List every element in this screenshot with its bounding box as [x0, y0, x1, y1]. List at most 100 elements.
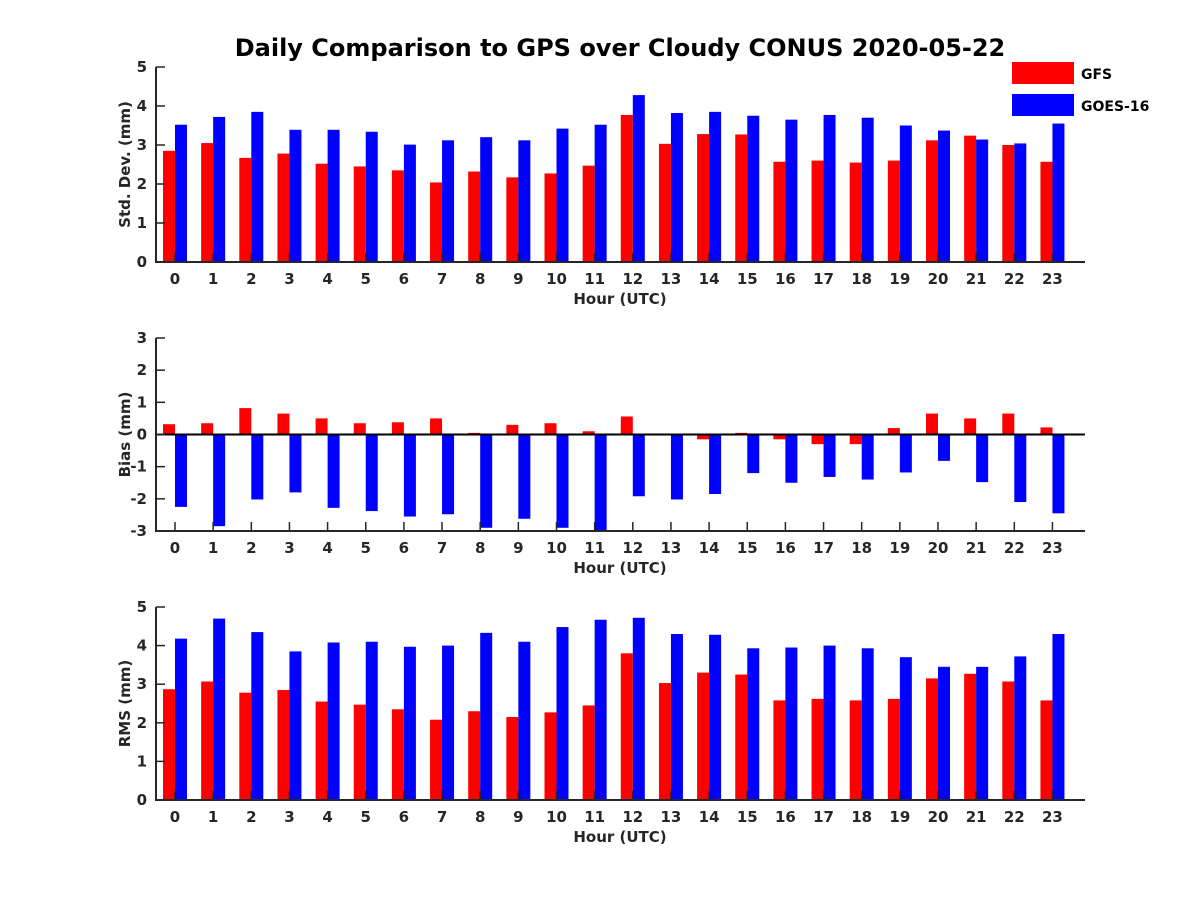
x-tick-label: 21 — [966, 539, 987, 557]
y-axis-label: Bias (mm) — [116, 392, 134, 478]
bar-goes-16-hour-16 — [785, 647, 798, 800]
x-tick-label: 16 — [775, 270, 796, 288]
bar-gfs-hour-13 — [658, 683, 671, 800]
y-tick-label: 5 — [137, 598, 147, 616]
x-tick-label: 17 — [813, 539, 834, 557]
x-tick-label: 11 — [584, 270, 605, 288]
x-tick-label: 4 — [322, 270, 332, 288]
bar-goes-16-hour-20 — [938, 130, 950, 262]
x-tick-label: 12 — [622, 270, 643, 288]
x-tick-label: 23 — [1042, 808, 1063, 826]
bar-gfs-hour-2 — [239, 408, 252, 435]
bar-gfs-hour-20 — [926, 140, 938, 262]
bar-goes-16-hour-15 — [747, 115, 760, 262]
bar-goes-16-hour-4 — [327, 642, 340, 800]
x-tick-label: 4 — [322, 539, 332, 557]
bar-gfs-hour-12 — [620, 114, 633, 262]
bar-gfs-hour-16 — [773, 700, 786, 800]
x-tick-label: 2 — [246, 808, 256, 826]
y-tick-label: -1 — [130, 458, 147, 476]
bar-gfs-hour-11 — [582, 705, 595, 800]
bar-goes-16-hour-0 — [175, 434, 187, 507]
x-tick-label: 21 — [966, 808, 987, 826]
bar-gfs-hour-5 — [353, 166, 366, 262]
x-tick-label: 5 — [361, 539, 371, 557]
x-tick-label: 14 — [699, 539, 720, 557]
x-tick-label: 14 — [699, 808, 720, 826]
bar-goes-16-hour-20 — [938, 666, 950, 800]
x-tick-label: 19 — [889, 808, 910, 826]
bar-goes-16-hour-12 — [632, 434, 645, 497]
x-tick-label: 20 — [928, 539, 949, 557]
bar-gfs-hour-1 — [201, 681, 214, 800]
bar-gfs-hour-4 — [315, 701, 328, 800]
bar-goes-16-hour-2 — [251, 111, 264, 262]
bar-goes-16-hour-14 — [709, 434, 722, 495]
y-tick-label: 0 — [137, 426, 147, 444]
bar-gfs-hour-12 — [620, 416, 633, 435]
bar-goes-16-hour-19 — [899, 657, 912, 800]
bar-goes-16-hour-13 — [670, 113, 683, 263]
bar-gfs-hour-10 — [544, 423, 557, 435]
x-tick-label: 18 — [851, 808, 872, 826]
bar-goes-16-hour-8 — [480, 632, 493, 800]
y-tick-label: 1 — [137, 752, 147, 770]
x-tick-label: 19 — [889, 270, 910, 288]
legend-swatch-gfs — [1012, 62, 1074, 84]
x-tick-label: 0 — [170, 270, 180, 288]
bar-goes-16-hour-4 — [327, 129, 340, 262]
x-tick-label: 6 — [399, 270, 409, 288]
x-tick-label: 16 — [775, 808, 796, 826]
x-tick-label: 9 — [513, 539, 523, 557]
y-tick-label: 2 — [137, 714, 147, 732]
x-tick-label: 22 — [1004, 808, 1025, 826]
chart-title: Daily Comparison to GPS over Cloudy CONU… — [235, 34, 1006, 62]
x-tick-label: 10 — [546, 539, 567, 557]
x-tick-label: 11 — [584, 808, 605, 826]
y-tick-label: 0 — [137, 253, 147, 271]
y-tick-label: 1 — [137, 214, 147, 232]
x-tick-label: 16 — [775, 539, 796, 557]
bar-goes-16-hour-14 — [709, 111, 722, 262]
bar-goes-16-hour-9 — [518, 434, 531, 519]
x-tick-label: 20 — [928, 808, 949, 826]
bar-gfs-hour-6 — [391, 170, 404, 262]
bar-gfs-hour-19 — [887, 160, 900, 262]
bar-goes-16-hour-5 — [365, 641, 378, 800]
bar-gfs-hour-23 — [1040, 161, 1053, 262]
x-tick-label: 1 — [208, 808, 218, 826]
bar-gfs-hour-22 — [1002, 681, 1015, 800]
bar-gfs-hour-16 — [773, 161, 786, 262]
bar-gfs-hour-22 — [1002, 145, 1015, 262]
y-tick-label: 3 — [137, 675, 147, 693]
legend-label: GOES-16 — [1081, 99, 1149, 115]
legend: GFS GOES-16 — [1012, 62, 1149, 116]
bar-gfs-hour-14 — [697, 434, 710, 440]
bar-goes-16-hour-16 — [785, 119, 798, 263]
bar-gfs-hour-0 — [163, 689, 175, 800]
x-tick-label: 13 — [661, 808, 682, 826]
bar-gfs-hour-14 — [697, 134, 710, 262]
bar-goes-16-hour-5 — [365, 131, 378, 262]
x-tick-label: 9 — [513, 270, 523, 288]
bar-goes-16-hour-17 — [823, 114, 836, 262]
bar-goes-16-hour-9 — [518, 641, 531, 800]
bar-gfs-hour-10 — [544, 712, 557, 800]
bar-goes-16-hour-7 — [442, 140, 455, 262]
bar-gfs-hour-2 — [239, 692, 252, 800]
bar-goes-16-hour-1 — [213, 116, 226, 262]
x-tick-label: 0 — [170, 808, 180, 826]
bar-goes-16-hour-21 — [976, 139, 989, 262]
bar-gfs-hour-21 — [964, 135, 977, 262]
y-axis-label: RMS (mm) — [116, 660, 134, 747]
bar-goes-16-hour-7 — [442, 645, 455, 800]
bar-goes-16-hour-11 — [594, 434, 607, 531]
x-tick-label: 11 — [584, 539, 605, 557]
x-tick-label: 15 — [737, 539, 758, 557]
bars — [163, 95, 1065, 263]
bar-gfs-hour-15 — [735, 134, 748, 262]
bar-gfs-hour-5 — [353, 704, 366, 800]
